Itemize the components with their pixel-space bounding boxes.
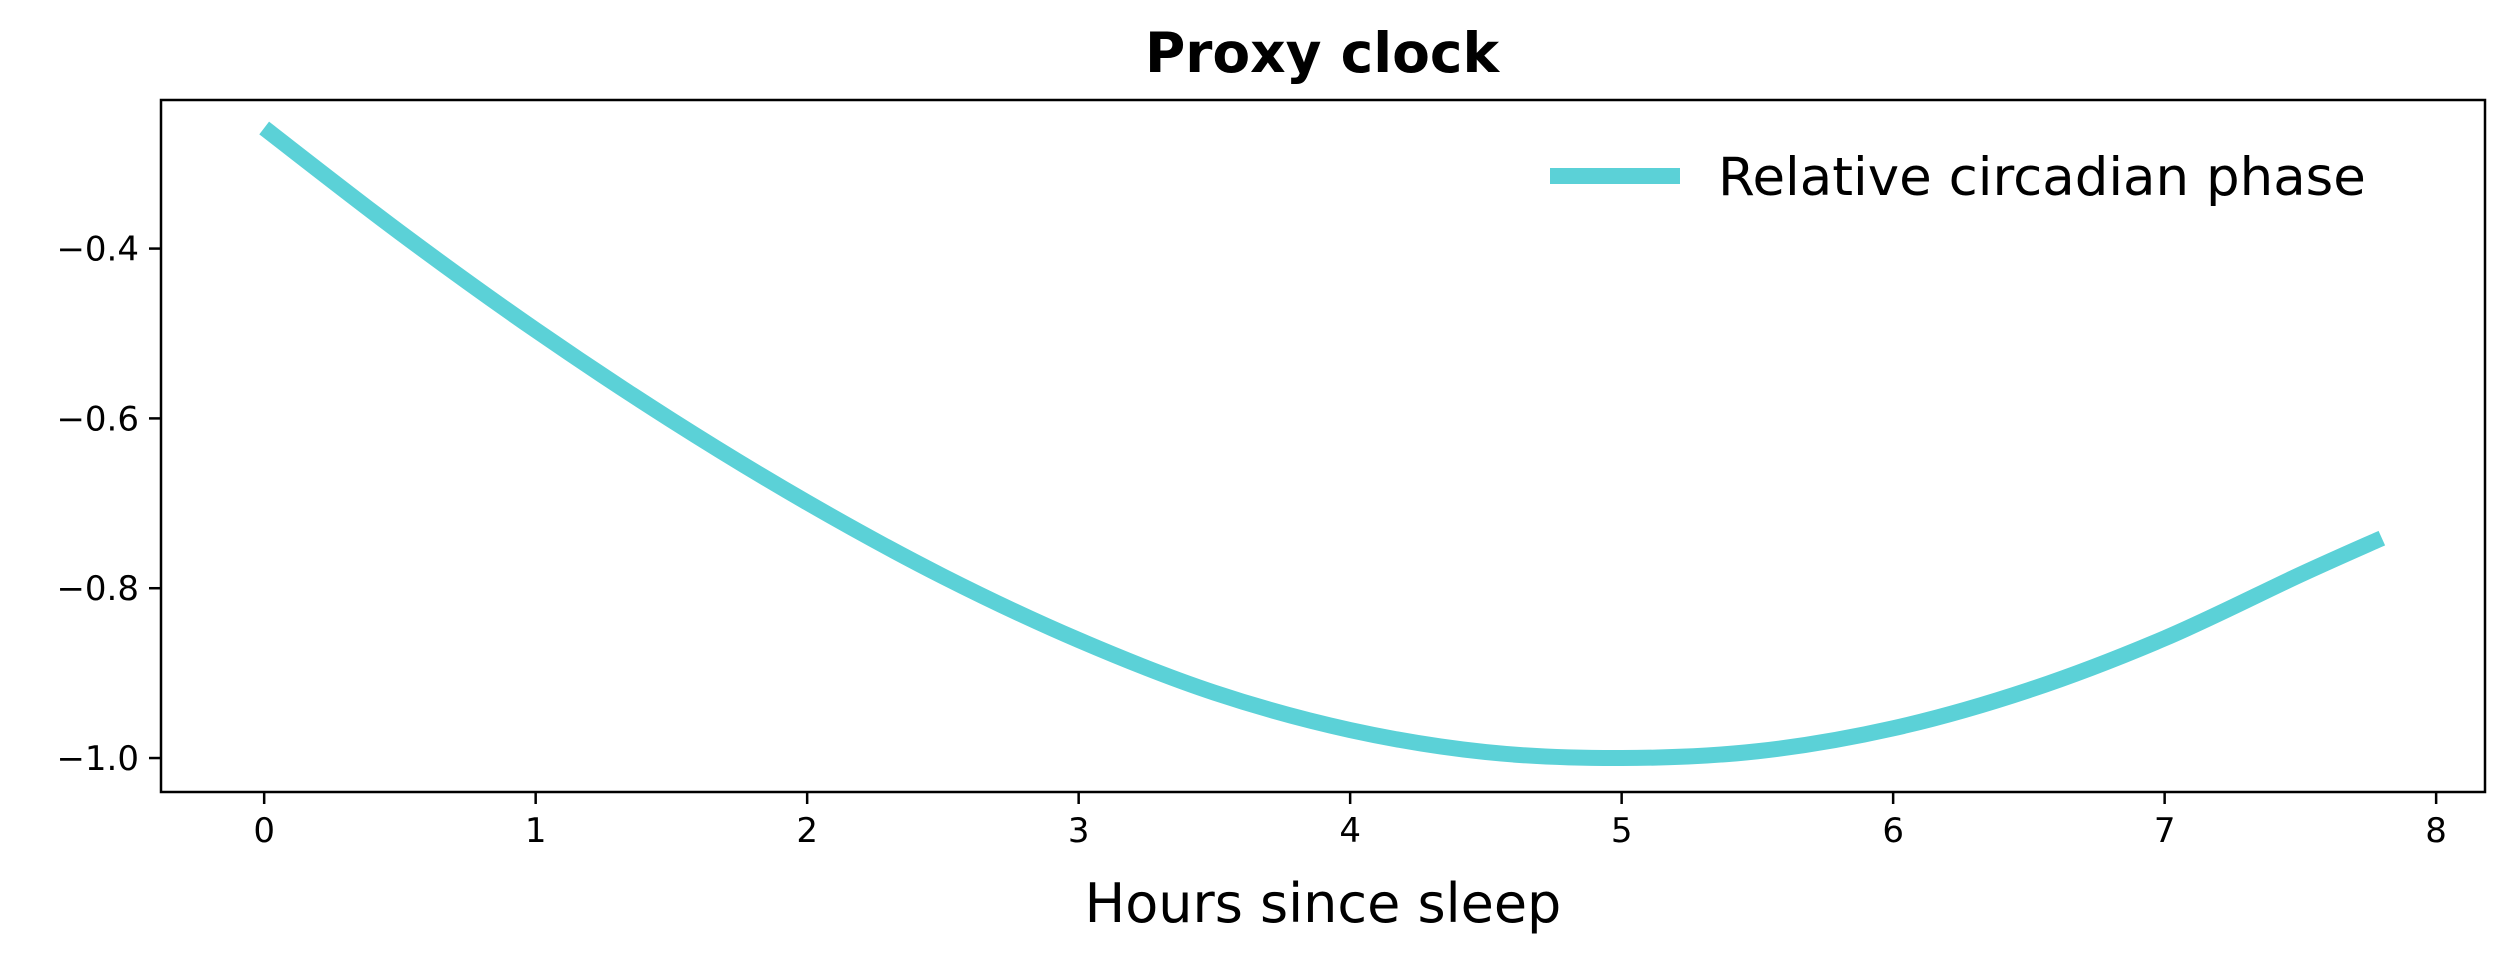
y-tick-label: −0.6 <box>56 399 139 439</box>
legend: Relative circadian phase <box>1550 147 2366 208</box>
x-tick-label: 4 <box>1339 811 1361 851</box>
ticks-layer: 0 1 2 3 4 5 6 7 8 −1.0 −0.8 −0.6 −0.4 <box>56 230 2447 851</box>
x-tick-label: 2 <box>796 811 818 851</box>
series-layer <box>259 121 2386 767</box>
x-tick-label: 6 <box>1882 811 1904 851</box>
x-tick-label: 3 <box>1068 811 1090 851</box>
x-tick-label: 7 <box>2154 811 2176 851</box>
plot-frame <box>159 98 2487 794</box>
chart-title: Proxy clock <box>1145 21 1501 85</box>
y-tick-label: −1.0 <box>56 739 139 779</box>
y-tick-label: −0.8 <box>56 569 139 609</box>
x-axis-label: Hours since sleep <box>1085 872 1562 935</box>
series-line-0 <box>259 121 2386 767</box>
y-tick-label: −0.4 <box>56 230 139 270</box>
legend-label: Relative circadian phase <box>1718 147 2366 208</box>
x-tick-label: 0 <box>253 811 275 851</box>
x-tick-label: 5 <box>1611 811 1633 851</box>
x-tick-label: 1 <box>525 811 547 851</box>
x-tick-label: 8 <box>2425 811 2447 851</box>
